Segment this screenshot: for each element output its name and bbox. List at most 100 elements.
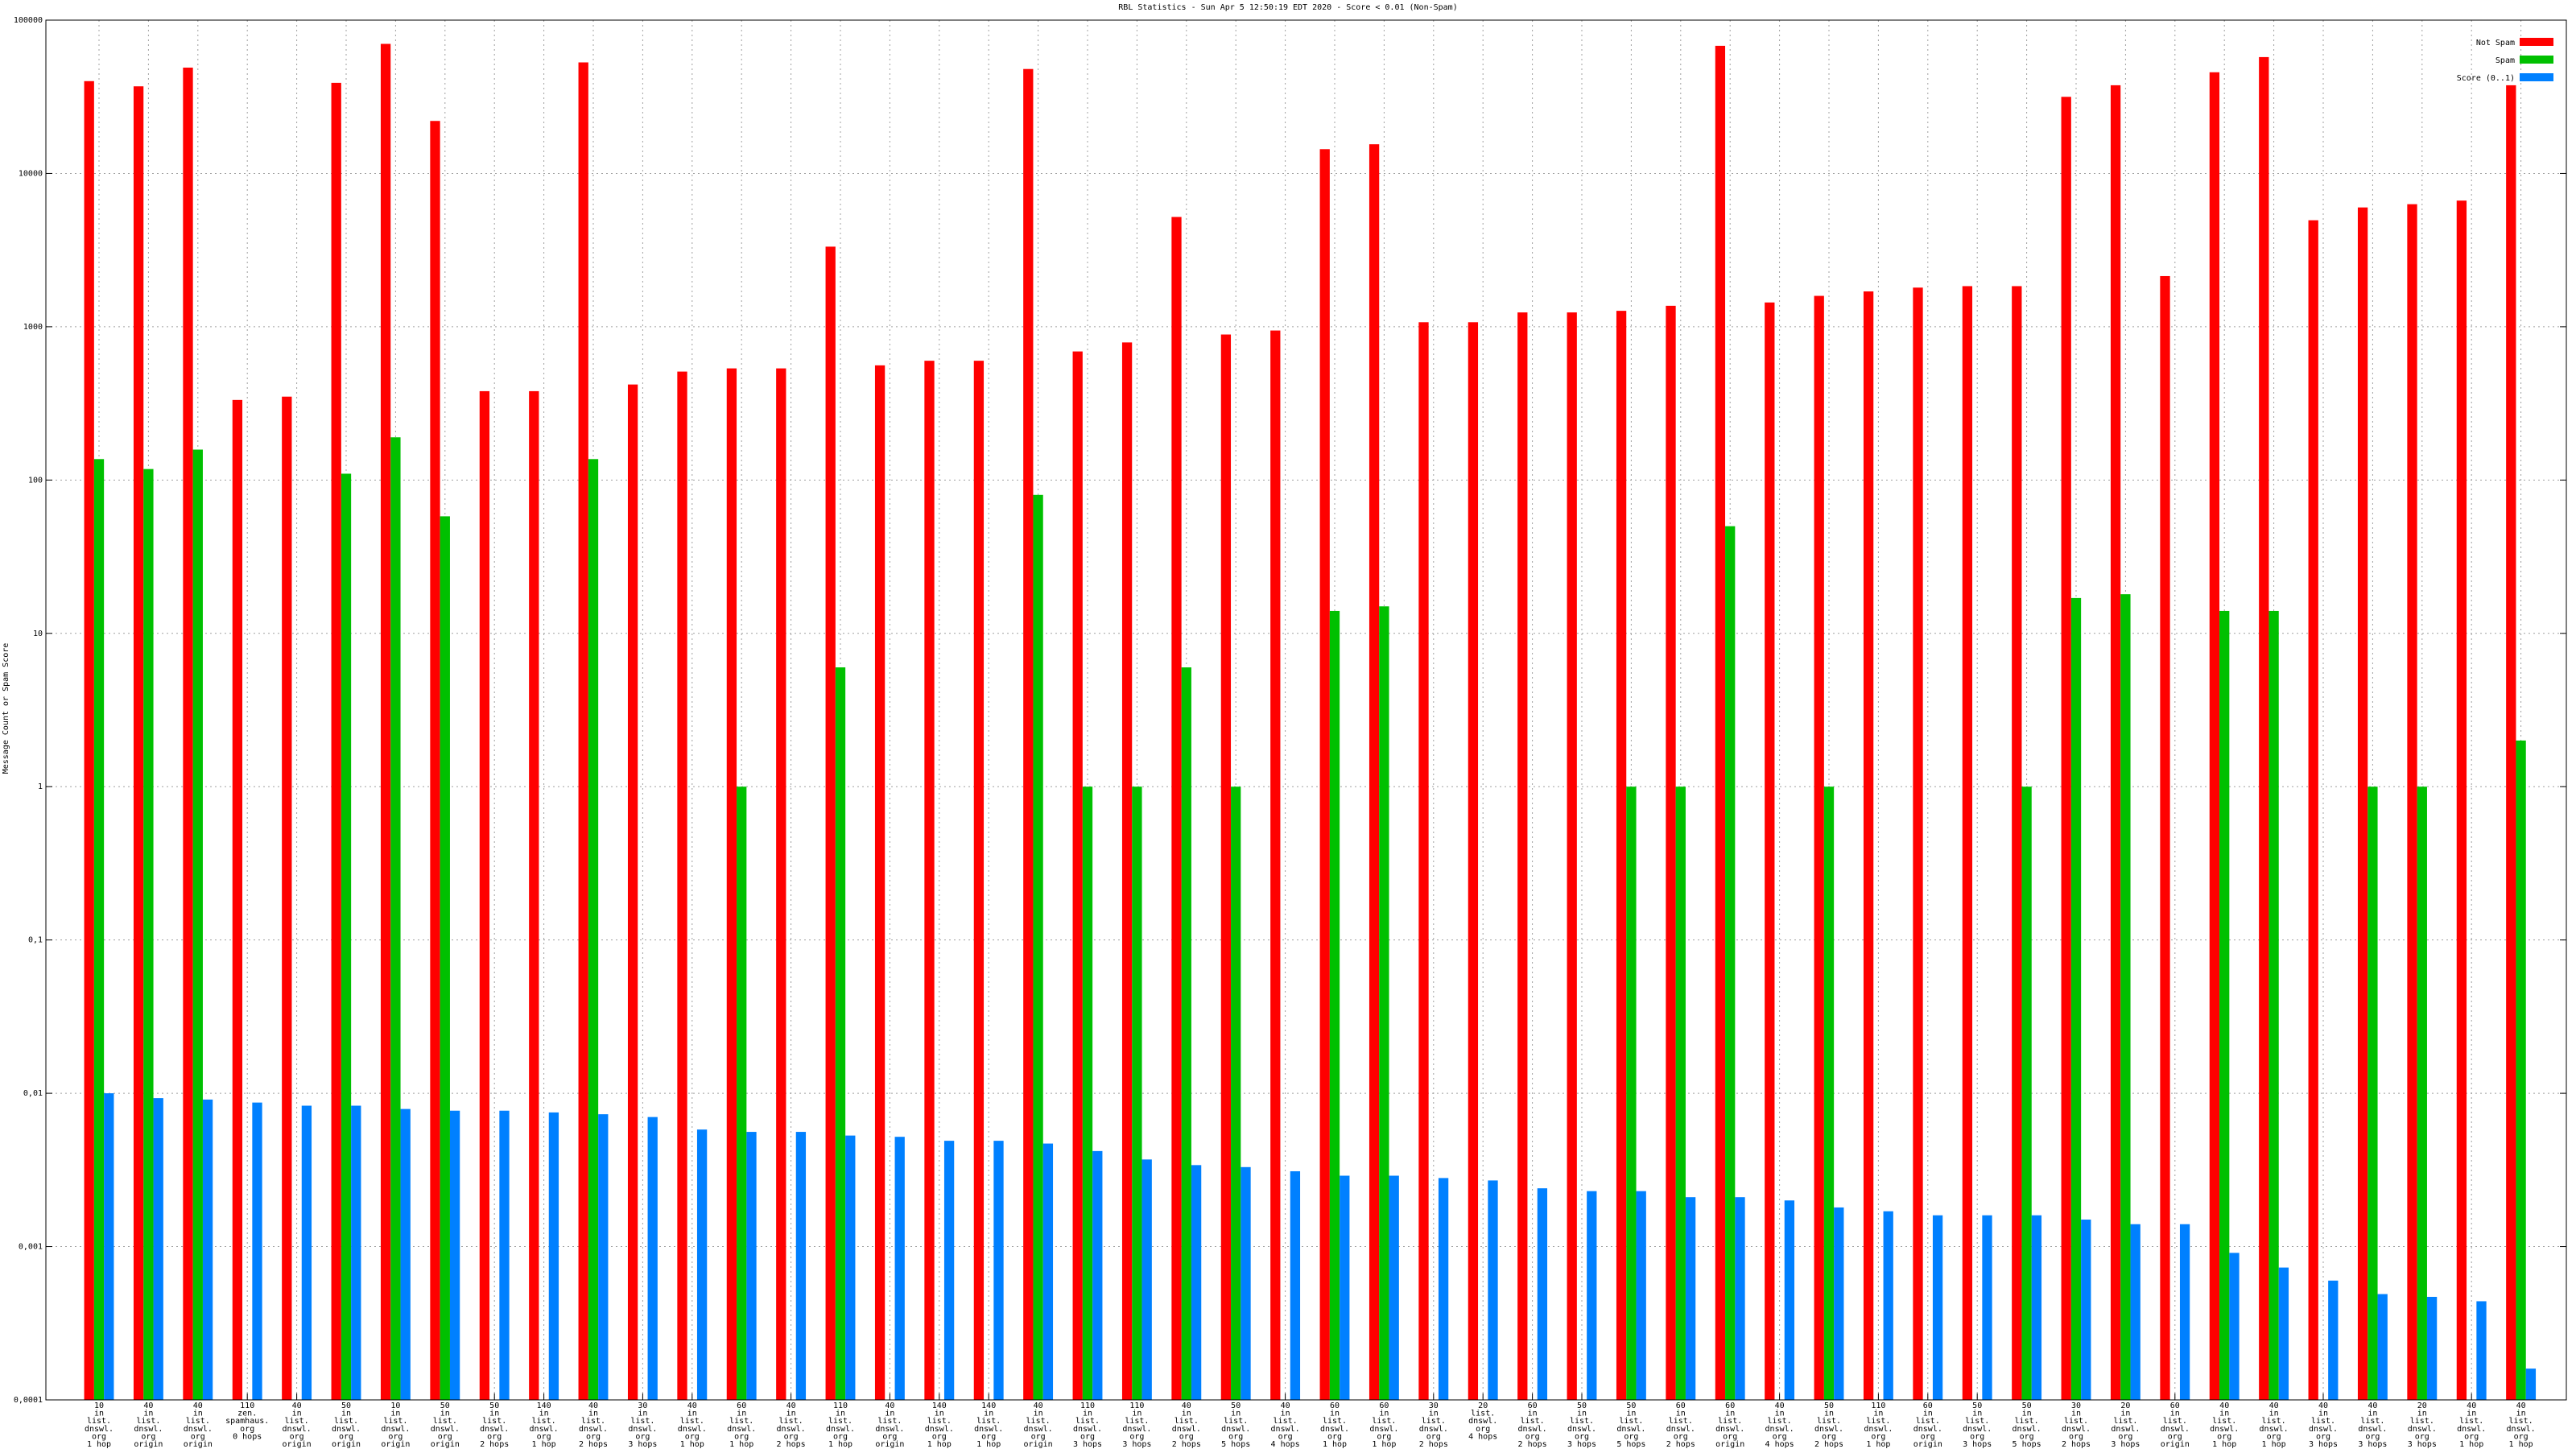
x-tick-label-line: 40 <box>588 1402 598 1410</box>
x-tick-label-line: list. <box>729 1417 753 1426</box>
x-tick-label-line: dnswl. <box>1073 1425 1102 1434</box>
bar <box>1735 1197 1745 1400</box>
bar <box>1023 68 1034 1401</box>
x-tick-label-line: org <box>1575 1432 1589 1441</box>
x-tick-label-line: list. <box>285 1417 309 1426</box>
x-tick-label-line: list. <box>680 1417 704 1426</box>
x-tick-label-line: 110 <box>1871 1402 1885 1410</box>
x-tick-label-line: 60 <box>1725 1402 1735 1410</box>
x-tick-label-line: org <box>685 1432 700 1441</box>
x-tick-label-line: 60 <box>2170 1402 2180 1410</box>
bar <box>1715 45 1726 1401</box>
x-tick-label-line: 1 hop <box>1323 1440 1347 1449</box>
x-tick-label-line: org <box>339 1432 353 1441</box>
bar <box>479 390 490 1401</box>
x-tick-label-line: 2 hops <box>1666 1440 1695 1449</box>
x-tick-label-line: org <box>784 1432 799 1441</box>
x-tick-label-line: list. <box>779 1417 803 1426</box>
x-tick-label-line: org <box>1377 1432 1391 1441</box>
x-tick-label-line: dnswl. <box>2062 1425 2091 1434</box>
x-tick-label-line: 3 hops <box>2309 1440 2338 1449</box>
x-tick-label-line: in <box>737 1410 746 1418</box>
bar <box>726 368 737 1400</box>
bar <box>2456 200 2467 1401</box>
x-tick-label: 40 in list. dnswl. org 4 hops <box>1271 1402 1300 1449</box>
x-tick-label-line: 40 <box>885 1402 894 1410</box>
bar <box>2328 1280 2339 1400</box>
x-tick-label-line: in <box>2269 1410 2279 1418</box>
x-tick-label-line: origin <box>184 1440 213 1449</box>
bar <box>548 1112 559 1400</box>
x-tick-label-line: org <box>2514 1432 2529 1441</box>
x-tick-label-line: 40 <box>786 1402 796 1410</box>
x-tick-label-line: org <box>1624 1432 1638 1441</box>
x-tick-label-line: 2 hops <box>1518 1440 1547 1449</box>
bar <box>1616 311 1627 1400</box>
bar <box>1823 786 1835 1400</box>
x-tick-label-line: list. <box>1817 1417 1841 1426</box>
x-tick-label-line: org <box>1080 1432 1095 1441</box>
x-tick-label: 40 in list. dnswl. org origin <box>134 1402 163 1449</box>
bar <box>2268 610 2279 1400</box>
x-tick-label-line: in <box>193 1410 203 1418</box>
bar <box>1329 610 1340 1400</box>
x-tick-label-line: org <box>1970 1432 1984 1441</box>
bar <box>825 246 836 1400</box>
bar <box>390 437 401 1400</box>
x-tick-label-line: org <box>290 1432 304 1441</box>
bar <box>1765 302 1775 1401</box>
x-tick-label-line: 20 <box>1478 1402 1488 1410</box>
bar <box>1033 494 1043 1400</box>
x-tick-label-line: 40 <box>2467 1402 2476 1410</box>
x-tick-label-line: in <box>836 1410 845 1418</box>
x-tick-label-line: 2 hops <box>579 1440 608 1449</box>
x-tick-label-line: list. <box>2410 1417 2434 1426</box>
x-tick-label-line: org <box>882 1432 897 1441</box>
bar <box>1220 334 1232 1400</box>
y-tick-label: 10 <box>33 630 43 638</box>
x-tick-label-line: org <box>388 1432 402 1441</box>
x-tick-label-line: 2 hops <box>777 1440 806 1449</box>
x-tick-label-line: 60 <box>1528 1402 1538 1410</box>
x-tick-label-line: in <box>1132 1410 1141 1418</box>
x-tick-label-line: 3 hops <box>2358 1440 2387 1449</box>
x-tick-label-line: 40 <box>1281 1402 1290 1410</box>
x-tick-label-line: org <box>1179 1432 1194 1441</box>
x-tick-label-line: 140 <box>932 1402 947 1410</box>
bar <box>2308 220 2318 1400</box>
bar <box>2120 594 2131 1400</box>
x-tick-label-line: 2 hops <box>1814 1440 1843 1449</box>
bar <box>2278 1267 2289 1400</box>
x-tick-label-line: dnswl. <box>1814 1425 1843 1434</box>
x-tick-label: 40 in list. dnswl. org 2 hops <box>579 1402 608 1449</box>
x-tick-label-line: in <box>1873 1410 1883 1418</box>
x-tick-label-line: dnswl. <box>1122 1425 1151 1434</box>
bar <box>1389 1175 1399 1400</box>
bar <box>943 1141 955 1400</box>
x-tick-label-line: dnswl. <box>480 1425 509 1434</box>
x-tick-label-line: 3 hops <box>1122 1440 1151 1449</box>
x-tick-label-line: org <box>2267 1432 2281 1441</box>
bar <box>746 1132 757 1400</box>
x-tick-label: 50 in list. dnswl. org 2 hops <box>1814 1402 1843 1449</box>
y-tick-label: 100 <box>28 476 43 485</box>
x-tick-label-line: list. <box>1174 1417 1199 1426</box>
x-tick-label: 50 in list. dnswl. org 2 hops <box>480 1402 509 1449</box>
bar <box>1141 1159 1152 1400</box>
y-axis-label: Message Count or Spam Score <box>2 643 10 774</box>
x-tick-label-line: org <box>1228 1432 1243 1441</box>
x-tick-label-line: dnswl. <box>2210 1425 2239 1434</box>
x-tick-label-line: list. <box>927 1417 952 1426</box>
x-tick-label-line: dnswl. <box>777 1425 806 1434</box>
x-tick-label: 40 in list. dnswl. org 2 hops <box>1172 1402 1201 1449</box>
x-tick-label-line: in <box>1972 1410 1982 1418</box>
x-tick-label-line: in <box>687 1410 697 1418</box>
x-tick-label-line: org <box>1031 1432 1046 1441</box>
x-tick-label-line: 2 hops <box>1172 1440 1201 1449</box>
bar <box>2506 85 2516 1401</box>
x-tick-label-line: org <box>2069 1432 2083 1441</box>
bar <box>2021 786 2032 1400</box>
x-tick-label-line: 30 <box>1429 1402 1439 1410</box>
x-tick-label-line: 30 <box>638 1402 647 1410</box>
x-tick-label-line: org <box>2168 1432 2182 1441</box>
